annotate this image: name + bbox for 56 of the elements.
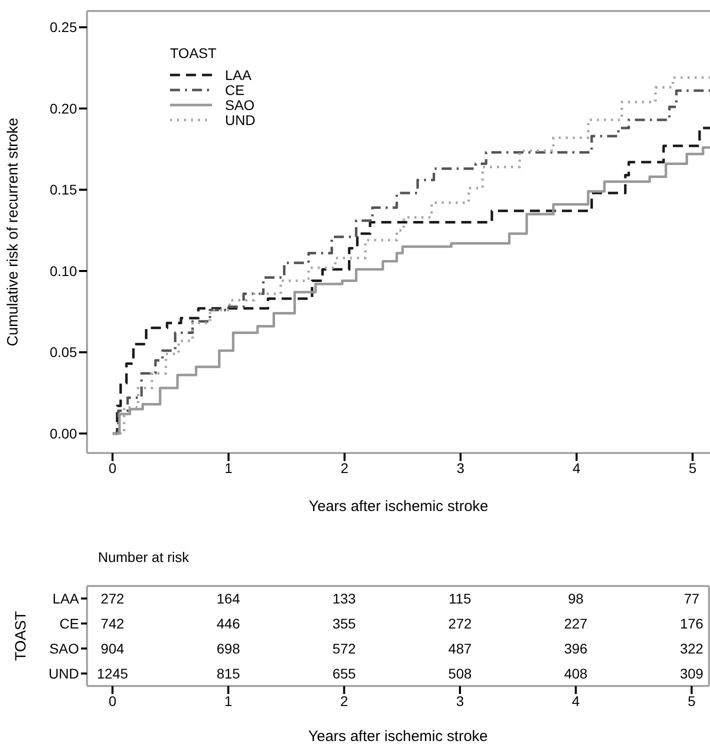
y-tick-label: UND	[48, 665, 79, 682]
x-tick-label: 1	[224, 460, 233, 476]
data-label: 904	[100, 640, 124, 656]
chart-title: Number at risk	[98, 548, 190, 567]
x-tick-label: 3	[456, 692, 464, 709]
y-tick-label: 0.15	[50, 182, 78, 198]
data-label: 77	[684, 590, 700, 606]
data-label: 698	[216, 640, 240, 656]
data-label: 309	[680, 666, 704, 682]
y-tick-label: LAA	[52, 590, 80, 606]
data-label: 98	[568, 590, 584, 606]
y-tick-label: SAO	[49, 640, 80, 656]
y-axis-title: TOAST	[12, 611, 30, 661]
x-tick-label: 5	[688, 692, 696, 709]
data-label: 355	[332, 616, 356, 632]
data-label: 396	[564, 640, 588, 656]
y-tick-label: 0.25	[50, 19, 78, 36]
data-label: 446	[216, 616, 240, 632]
y-tick-label: 0.10	[50, 262, 78, 279]
y-tick-label: 0.20	[50, 100, 78, 116]
data-label: 227	[564, 616, 588, 632]
x-tick-label: 5	[688, 460, 697, 476]
data-label: 742	[100, 616, 124, 632]
data-label: 164	[216, 590, 240, 606]
legend-label: CE	[225, 82, 244, 98]
y-tick-label: CE	[60, 615, 79, 632]
data-label: 408	[564, 666, 588, 682]
data-label: 1245	[96, 666, 128, 682]
y-tick-label: 0.05	[50, 344, 78, 360]
x-tick-label: 0	[108, 692, 117, 709]
x-tick-label: 2	[340, 692, 348, 709]
x-tick-label: 4	[572, 692, 580, 709]
data-label: 133	[332, 590, 356, 606]
x-axis-title: Years after ischemic stroke	[308, 498, 488, 515]
y-axis-title: Cumulative risk of recurrent stroke	[4, 118, 22, 346]
legend-label: SAO	[225, 96, 255, 112]
x-tick-label: 0	[108, 460, 117, 476]
data-label: 572	[332, 640, 356, 656]
data-label: 487	[448, 640, 472, 656]
data-label: 272	[100, 590, 124, 606]
x-tick-label: 3	[456, 460, 465, 476]
x-tick-label: 1	[224, 692, 232, 709]
data-label: 115	[448, 590, 472, 606]
y-tick-label: 0.00	[50, 425, 78, 442]
data-label: 815	[216, 666, 240, 682]
legend-label: LAA	[225, 66, 252, 82]
data-label: 322	[680, 640, 704, 656]
data-label: 508	[448, 666, 472, 682]
x-tick-label: 2	[340, 460, 349, 476]
x-tick-label: 4	[572, 460, 581, 476]
data-label: 176	[680, 616, 704, 632]
data-label: 272	[448, 616, 472, 632]
legend-label: UND	[225, 112, 256, 128]
data-label: 655	[332, 666, 356, 682]
x-axis-title: Years after ischemic stroke	[308, 728, 488, 745]
legend-title: TOAST	[170, 45, 218, 61]
